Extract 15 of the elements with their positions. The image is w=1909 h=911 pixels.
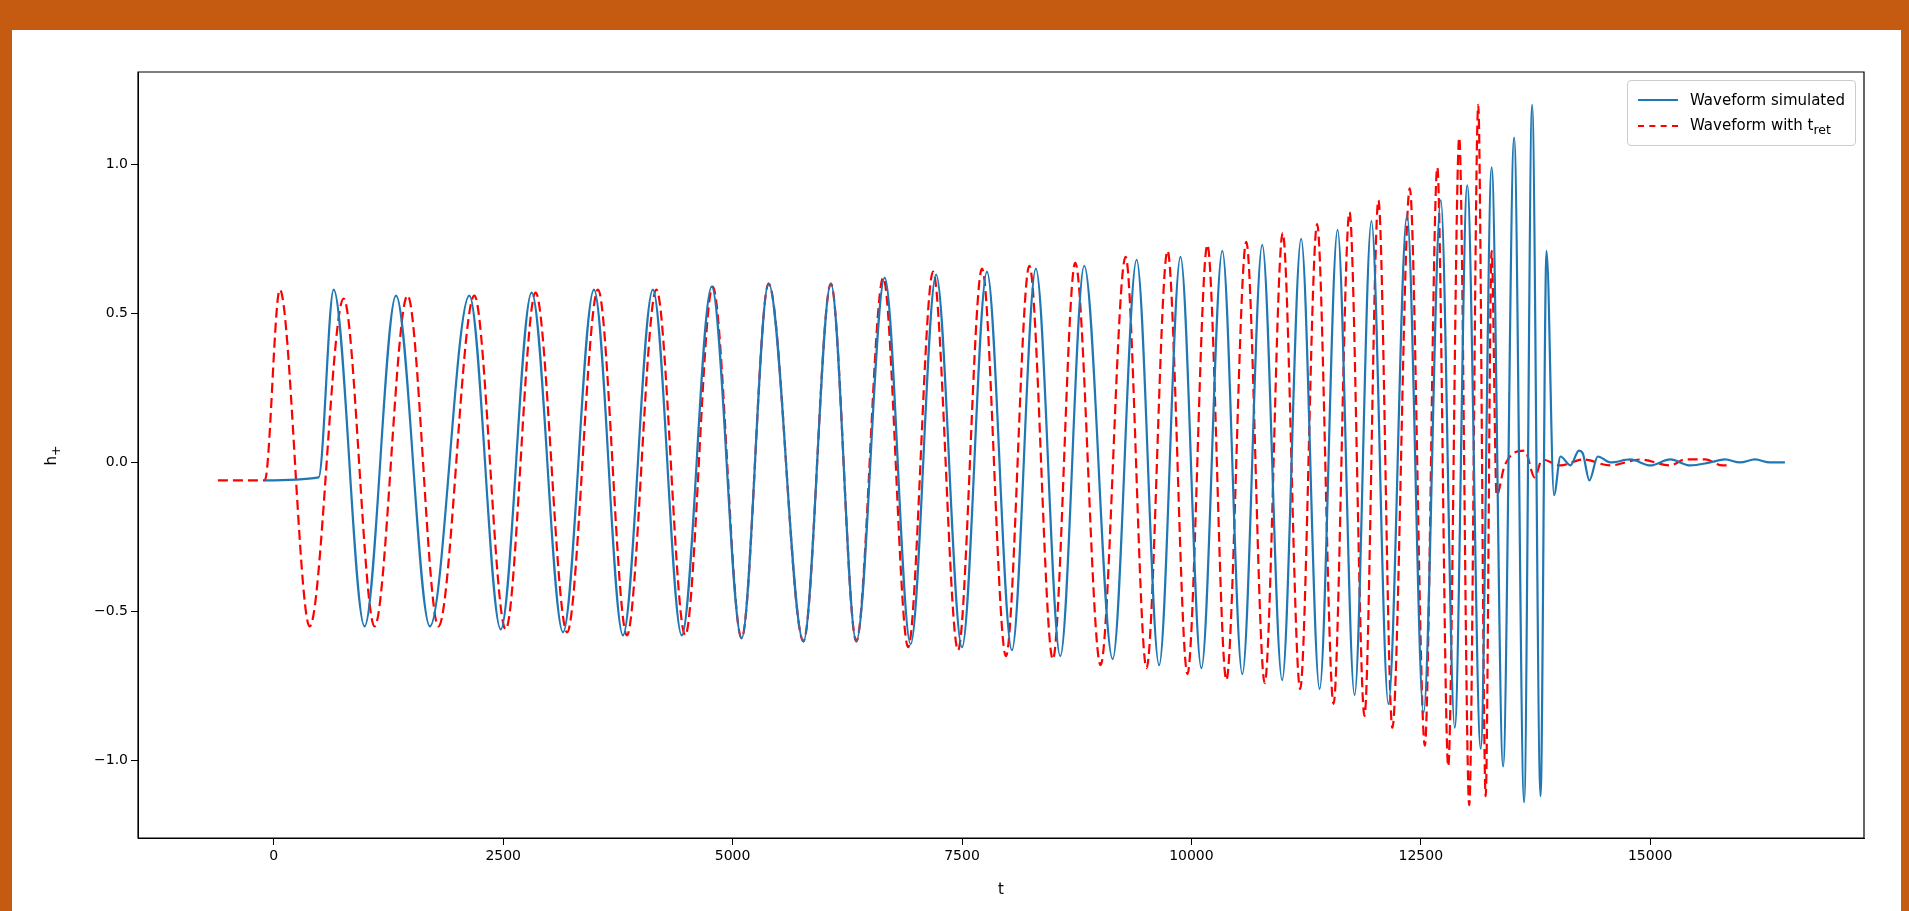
y-tick-label: 0.5 <box>105 304 128 321</box>
x-tick-label: 0 <box>269 847 279 864</box>
y-tick-label: 0.0 <box>105 453 128 470</box>
x-axis-title: t <box>998 880 1004 898</box>
x-tick-label: 2500 <box>485 847 522 864</box>
y-tick-label: 1.0 <box>105 155 128 172</box>
x-tick-label: 7500 <box>944 847 980 864</box>
legend-label: Waveform with t$_{ret}$ <box>1690 115 1831 137</box>
y-tick-label: −0.5 <box>94 602 128 619</box>
x-tick-label: 10000 <box>1169 847 1214 864</box>
x-tick-label: 15000 <box>1627 847 1673 864</box>
y-tick-label: −1.0 <box>94 751 128 768</box>
legend-label: Waveform simulated <box>1690 91 1846 109</box>
x-tick-label: 5000 <box>714 847 751 864</box>
x-tick-label: 12500 <box>1398 847 1444 864</box>
